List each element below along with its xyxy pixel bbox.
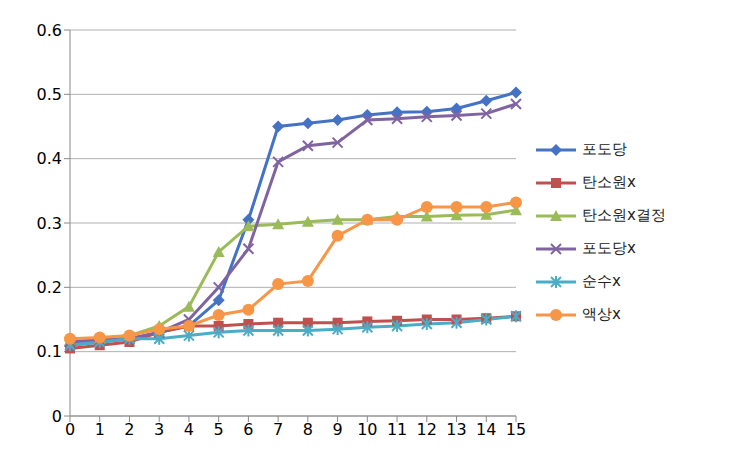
svg-text:0: 0 — [65, 420, 75, 439]
svg-text:0.1: 0.1 — [37, 342, 62, 361]
html-text:탄소원x결정: 탄소원x결정 — [582, 206, 666, 224]
svg-text:0.5: 0.5 — [37, 85, 62, 104]
svg-text:8: 8 — [303, 420, 313, 439]
svg-text:15: 15 — [506, 420, 526, 439]
svg-text:2: 2 — [124, 420, 134, 439]
svg-text:13: 13 — [446, 420, 466, 439]
html-text:액상x: 액상x — [582, 305, 621, 323]
svg-text:0.4: 0.4 — [37, 149, 62, 168]
svg-text:0.6: 0.6 — [37, 21, 62, 40]
svg-text:12: 12 — [417, 420, 437, 439]
svg-text:7: 7 — [273, 420, 283, 439]
html-text:포도당x: 포도당x — [582, 239, 636, 257]
svg-text:0.3: 0.3 — [37, 214, 62, 233]
svg-text:11: 11 — [387, 420, 407, 439]
html-text:탄소원x: 탄소원x — [582, 173, 636, 191]
svg-text:1: 1 — [95, 420, 105, 439]
svg-text:6: 6 — [243, 420, 253, 439]
svg-text:3: 3 — [154, 420, 164, 439]
svg-text:5: 5 — [214, 420, 224, 439]
html-text:순수x: 순수x — [582, 272, 621, 290]
svg-text:14: 14 — [476, 420, 496, 439]
svg-text:4: 4 — [184, 420, 194, 439]
svg-text:9: 9 — [333, 420, 343, 439]
svg-text:0.2: 0.2 — [37, 278, 62, 297]
svg-text:10: 10 — [357, 420, 377, 439]
html-text:포도당: 포도당 — [582, 140, 627, 158]
svg-text:0: 0 — [52, 407, 62, 426]
